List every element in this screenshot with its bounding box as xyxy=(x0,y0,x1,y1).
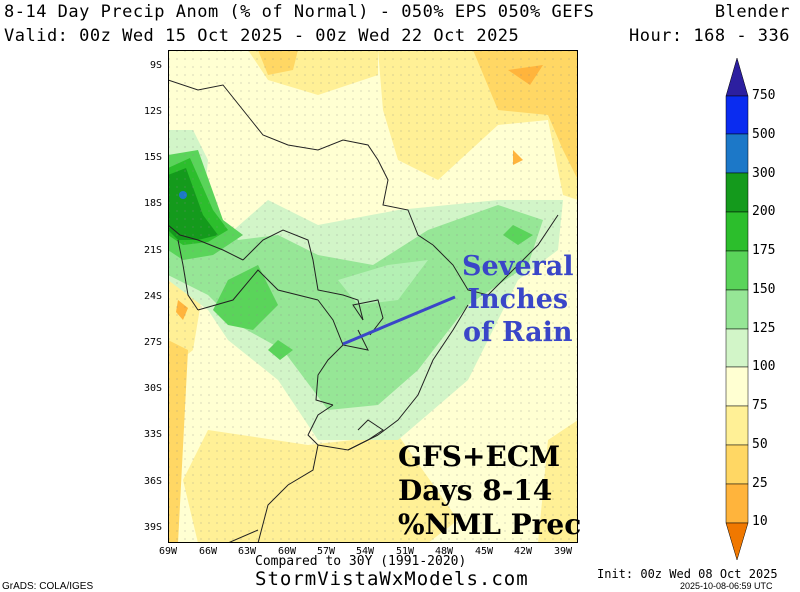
lon-label: 54W xyxy=(355,546,375,557)
colorbar-label: 125 xyxy=(752,321,776,336)
init-time: Init: 00z Wed 08 Oct 2025 xyxy=(597,567,778,581)
map-title: 8-14 Day Precip Anom (% of Normal) - 050… xyxy=(4,2,595,22)
lon-label: 69W xyxy=(158,546,178,557)
colorbar-top-arrow xyxy=(725,57,749,97)
rain-annotation-line: Inches xyxy=(467,284,569,315)
lon-label: 45W xyxy=(474,546,494,557)
colorbar-label: 50 xyxy=(752,437,768,452)
colorbar-label: 200 xyxy=(752,204,776,219)
colorbar-label: 150 xyxy=(752,282,776,297)
render-timestamp: 2025-10-08-06:59 UTC xyxy=(680,581,773,591)
colorbar-label: 175 xyxy=(752,243,776,258)
colorbar-label: 500 xyxy=(752,127,776,142)
lat-label: 18S xyxy=(143,198,162,209)
country-borders xyxy=(168,79,559,543)
climatology-note: Compared to 30Y (1991-2020) xyxy=(255,554,467,569)
model-annotation: GFS+ECM Days 8-14 %NML Prec xyxy=(398,440,581,542)
precip-anomaly-map xyxy=(168,50,578,543)
lat-label: 33S xyxy=(143,429,162,440)
forecast-hours: Hour: 168 - 336 xyxy=(628,26,790,46)
lat-label: 12S xyxy=(143,106,162,117)
site-watermark: StormVistaWxModels.com xyxy=(255,568,529,590)
colorbar-label: 25 xyxy=(752,476,768,491)
colorbar-label: 10 xyxy=(752,514,768,529)
rain-annotation-line: of Rain xyxy=(463,317,573,348)
colorbar-label: 75 xyxy=(752,398,768,413)
lon-label: 57W xyxy=(316,546,336,557)
lon-label: 60W xyxy=(277,546,297,557)
lon-label: 51W xyxy=(395,546,415,557)
lon-label: 66W xyxy=(198,546,218,557)
lat-label: 27S xyxy=(143,337,162,348)
lon-label: 48W xyxy=(434,546,454,557)
lat-label: 21S xyxy=(143,245,162,256)
colorbar-label: 300 xyxy=(752,166,776,181)
colorbar-label: 100 xyxy=(752,359,776,374)
lat-label: 39S xyxy=(143,522,162,533)
model-annotation-line: Days 8-14 xyxy=(398,474,553,507)
lat-label: 36S xyxy=(143,476,162,487)
lon-label: 39W xyxy=(553,546,573,557)
lat-label: 15S xyxy=(143,152,162,163)
colorbar-bottom-arrow xyxy=(725,522,749,561)
valid-period: Valid: 00z Wed 15 Oct 2025 - 00z Wed 22 … xyxy=(4,26,520,46)
rain-arrow xyxy=(342,295,456,346)
model-annotation-line: GFS+ECM xyxy=(398,440,561,473)
grads-credit: GrADS: COLA/IGES xyxy=(2,581,94,592)
rain-annotation-line: Several xyxy=(462,251,574,282)
lat-label: 24S xyxy=(143,291,162,302)
colorbar-label: 750 xyxy=(752,88,776,103)
lon-label: 42W xyxy=(513,546,533,557)
rain-annotation: Several Inches of Rain xyxy=(462,250,574,349)
model-name: Blender xyxy=(714,2,790,22)
lat-label: 30S xyxy=(143,383,162,394)
model-annotation-line: %NML Prec xyxy=(398,508,582,541)
colorbar xyxy=(725,57,749,561)
lat-label: 9S xyxy=(149,60,162,71)
lon-label: 63W xyxy=(237,546,257,557)
